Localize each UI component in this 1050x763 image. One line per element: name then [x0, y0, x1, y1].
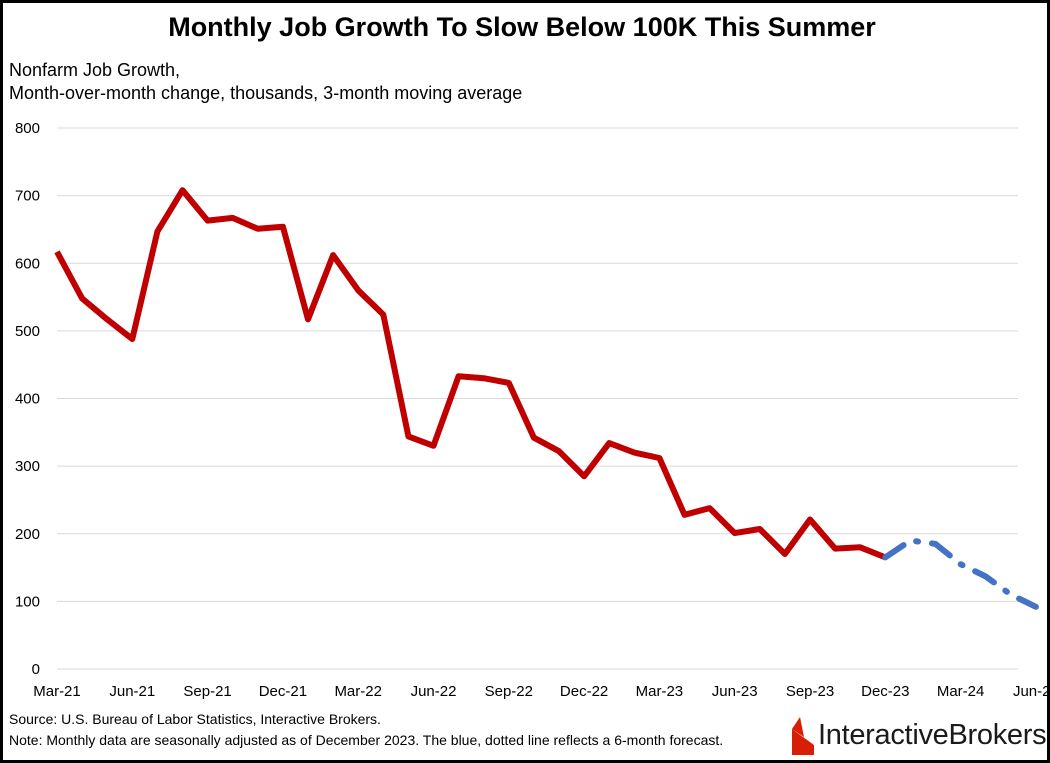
actual-data-point	[607, 441, 611, 445]
actual-data-point	[381, 313, 385, 317]
logo-text-part2: Brokers	[948, 718, 1047, 751]
y-tick-label: 800	[15, 120, 40, 137]
y-tick-label: 200	[15, 526, 40, 543]
actual-data-point	[181, 188, 185, 192]
actual-data-point	[683, 513, 687, 517]
logo-mark-icon	[792, 717, 814, 755]
actual-data-point	[130, 337, 134, 341]
chart-subtitle: Nonfarm Job Growth, Month-over-month cha…	[9, 59, 522, 105]
methodology-note: Note: Monthly data are seasonally adjust…	[9, 732, 724, 748]
forecast-data-point	[908, 539, 912, 543]
x-tick-label: Dec-21	[259, 683, 307, 700]
actual-data-point	[783, 552, 787, 556]
actual-data-point	[155, 229, 159, 233]
actual-series-line	[54, 187, 887, 561]
x-tick-label: Mar-24	[937, 683, 985, 700]
actual-data-point	[482, 376, 486, 380]
actual-data-point	[507, 381, 511, 385]
y-tick-label: 600	[15, 255, 40, 272]
x-tick-label: Mar-23	[636, 683, 684, 700]
forecast-series-line	[882, 537, 1039, 610]
logo-text: InteractiveBrokers	[818, 718, 1047, 752]
chart-title: Monthly Job Growth To Slow Below 100K Th…	[168, 12, 876, 42]
actual-data-point	[858, 545, 862, 549]
actual-data-point	[432, 444, 436, 448]
forecast-data-point	[1034, 605, 1038, 609]
actual-data-point	[206, 219, 210, 223]
actual-data-point	[55, 250, 59, 254]
actual-data-point	[758, 527, 762, 531]
y-tick-label: 100	[15, 593, 40, 610]
y-tick-label: 700	[15, 188, 40, 205]
actual-data-point	[833, 547, 837, 551]
chart-footer: Source: U.S. Bureau of Labor Statistics,…	[9, 709, 723, 751]
logo-text-part1: Interactive	[818, 718, 949, 751]
actual-data-point	[306, 317, 310, 321]
actual-data-point	[256, 227, 260, 231]
actual-data-point	[231, 216, 235, 220]
x-tick-label: Dec-22	[560, 683, 608, 700]
actual-data-point	[457, 374, 461, 378]
forecast-data-point	[959, 562, 963, 566]
forecast-data-point	[883, 555, 887, 559]
actual-data-point	[557, 449, 561, 453]
actual-data-point	[657, 456, 661, 460]
y-tick-label: 500	[15, 323, 40, 340]
y-axis-ticks: 0 100 200 300 400 500 600 700 800	[15, 120, 40, 678]
actual-data-point	[105, 317, 109, 321]
y-tick-label: 0	[32, 661, 40, 678]
y-tick-label: 400	[15, 391, 40, 408]
actual-data-point	[808, 518, 812, 522]
actual-data-point	[80, 296, 84, 300]
subtitle-line-1: Nonfarm Job Growth,	[9, 60, 181, 80]
actual-data-point	[632, 451, 636, 455]
x-axis-ticks: Mar-21 Jun-21 Sep-21 Dec-21 Mar-22 Jun-22 Sep-…	[33, 683, 1050, 700]
actual-data-point	[733, 531, 737, 535]
actual-data-point	[708, 506, 712, 510]
y-tick-label: 300	[15, 458, 40, 475]
x-tick-label: Sep-22	[485, 683, 533, 700]
actual-data-point	[356, 288, 360, 292]
x-tick-label: Sep-23	[786, 683, 834, 700]
actual-data-point	[582, 474, 586, 478]
x-tick-label: Jun-23	[712, 683, 758, 700]
x-tick-label: Jun-22	[411, 683, 457, 700]
forecast-data-point	[984, 574, 988, 578]
forecast-data-point	[1009, 593, 1013, 597]
x-tick-label: Jun-21	[109, 683, 155, 700]
subtitle-line-2: Month-over-month change, thousands, 3-mo…	[9, 83, 523, 103]
actual-data-point	[331, 253, 335, 257]
x-tick-label: Jun-24	[1013, 683, 1050, 700]
forecast-data-point	[934, 542, 938, 546]
x-tick-label: Mar-21	[33, 683, 81, 700]
series-lines	[54, 187, 1039, 610]
actual-data-point	[281, 225, 285, 229]
gridlines	[57, 127, 1018, 670]
source-note: Source: U.S. Bureau of Labor Statistics,…	[9, 711, 381, 727]
x-tick-label: Mar-22	[334, 683, 382, 700]
x-tick-label: Dec-23	[861, 683, 909, 700]
actual-data-point	[532, 436, 536, 440]
interactive-brokers-logo: InteractiveBrokers	[790, 714, 1047, 756]
x-tick-label: Sep-21	[183, 683, 231, 700]
actual-data-point	[406, 434, 410, 438]
